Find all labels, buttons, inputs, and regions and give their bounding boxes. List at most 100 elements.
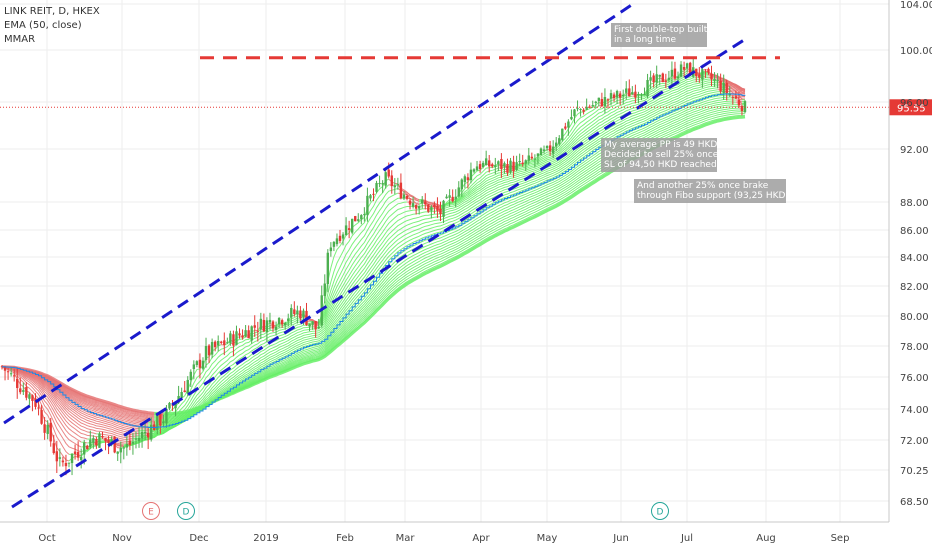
chart-legend: LINK REIT, D, HKEX EMA (50, close) MMAR — [4, 5, 100, 47]
candle-body — [740, 106, 744, 112]
legend-indicator-mmar[interactable]: MMAR — [4, 34, 36, 45]
candle-body — [326, 252, 330, 285]
candle-body — [3, 366, 7, 371]
mmar-line — [148, 89, 718, 432]
mmar-line — [699, 72, 709, 75]
candle-body — [122, 447, 126, 449]
candle-body — [271, 321, 275, 329]
candle-body — [448, 195, 451, 198]
candle-body — [548, 145, 552, 152]
candle-body — [293, 309, 296, 314]
mmar-line — [735, 96, 746, 99]
candle-body — [363, 214, 366, 216]
mmar-line — [601, 97, 612, 105]
candle-body — [247, 330, 250, 339]
candle-body — [658, 74, 661, 77]
candle-body — [676, 76, 680, 79]
candle-body — [378, 183, 381, 185]
candle-body — [262, 319, 266, 332]
candle-body — [698, 74, 701, 78]
candle-body — [341, 234, 345, 239]
candle-body — [360, 215, 363, 220]
candle-body — [634, 91, 637, 98]
candle-body — [561, 128, 564, 140]
candle-body — [551, 146, 555, 154]
candle-body — [713, 79, 716, 81]
y-tick-label: 78.00 — [900, 342, 929, 353]
candle-body — [12, 375, 16, 377]
candle-body — [98, 433, 101, 448]
x-tick-label: Apr — [472, 533, 490, 544]
candle-body — [533, 158, 537, 160]
candle-body — [539, 148, 543, 156]
x-tick-label: 2019 — [253, 533, 278, 544]
candle-body — [40, 409, 43, 424]
candle-body — [427, 204, 430, 212]
x-tick-label: Mar — [396, 533, 416, 544]
candle-body — [494, 165, 497, 167]
mmar-line — [154, 96, 736, 426]
candle-body — [460, 179, 464, 190]
candle-body — [217, 340, 220, 346]
y-tick-label: 86.00 — [900, 226, 929, 237]
candle-body — [649, 77, 652, 81]
candle-body — [19, 388, 22, 393]
candle-body — [384, 172, 387, 186]
candle-body — [381, 183, 384, 185]
candle-body — [555, 142, 558, 147]
candle-body — [79, 457, 83, 461]
candle-body — [311, 321, 314, 325]
candle-body — [591, 105, 594, 107]
candle-body — [210, 342, 214, 355]
candle-body — [207, 345, 211, 356]
y-tick-label: 68.50 — [900, 497, 929, 508]
legend-indicator-ema[interactable]: EMA (50, close) — [4, 20, 82, 31]
candle-body — [491, 164, 494, 167]
legend-title[interactable]: LINK REIT, D, HKEX — [4, 6, 100, 17]
candle-body — [58, 457, 62, 459]
x-axis: Oct Nov Dec 2019 Feb Mar Apr May Jun Jul Aug Sep — [0, 521, 889, 544]
candle-body — [92, 438, 95, 443]
annotation-text: through Fibo support (93,25 HKD) — [637, 191, 789, 201]
candle-body — [86, 445, 89, 450]
candle-body — [682, 66, 686, 70]
candle-body — [6, 371, 10, 373]
candle-body — [527, 155, 530, 161]
y-tick-label: 88.00 — [900, 198, 929, 209]
mmar-line — [96, 441, 106, 446]
mmar-line — [96, 440, 106, 443]
candle-body — [631, 92, 634, 95]
candle-body — [643, 93, 646, 96]
ema-line — [2, 93, 746, 428]
candle-body — [451, 196, 454, 202]
candle-body — [229, 333, 232, 344]
y-tick-label: 74.00 — [900, 405, 929, 416]
mmar-line — [699, 72, 709, 76]
mmar-line — [154, 92, 730, 429]
candle-body — [156, 414, 159, 431]
candle-body — [89, 439, 92, 447]
candle-body — [137, 437, 141, 442]
mmar-line — [135, 81, 718, 438]
y-tick-label: 76.00 — [900, 373, 929, 384]
candle-body — [283, 322, 287, 326]
y-axis: 104.00 100.00 96.00 92.00 88.00 86.00 84.00 82.… — [888, 0, 932, 522]
candle-body — [466, 177, 470, 181]
candle-body — [421, 199, 424, 204]
candle-body — [518, 161, 521, 163]
candle-body — [183, 390, 186, 393]
candle-body — [347, 228, 351, 230]
candle-body — [567, 121, 570, 128]
candle-body — [475, 166, 479, 171]
annotation-text: First double-top built — [614, 25, 708, 35]
candle-body — [28, 394, 31, 399]
event-marker-label: D — [183, 508, 190, 518]
candle-body — [454, 196, 457, 200]
candle-body — [417, 206, 421, 209]
mmar-line — [440, 171, 505, 206]
candle-body — [235, 331, 238, 345]
x-tick-label: Oct — [38, 533, 55, 544]
mmar-line — [440, 75, 709, 207]
